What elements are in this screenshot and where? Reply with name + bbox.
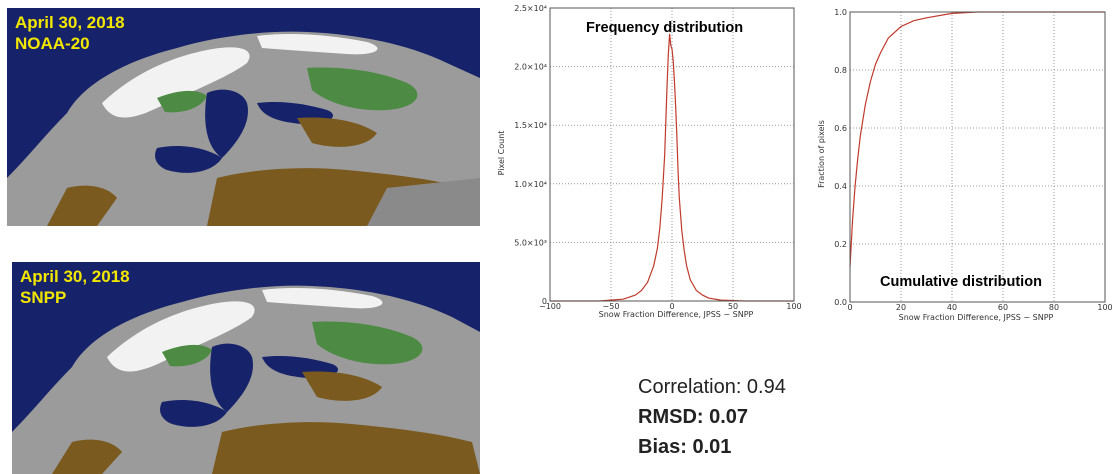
x-tick-label: −50 (603, 302, 620, 311)
chart-frame (549, 7, 795, 302)
y-axis-label: Pixel Count (497, 131, 506, 176)
x-tick-label: 20 (896, 303, 906, 312)
y-tick-label: 2.5×10⁴ (514, 4, 547, 13)
statistics-panel: Correlation: 0.94 RMSD: 0.07 Bias: 0.01 (638, 372, 786, 462)
chart-grid (550, 8, 794, 301)
x-tick-label: −100 (539, 302, 561, 311)
x-tick-label: 50 (728, 302, 738, 311)
frequency-series-line (550, 33, 794, 302)
snow-map-snpp: April 30, 2018 SNPP (12, 262, 480, 474)
x-tick-label: 0 (669, 302, 674, 311)
y-tick-label: 0.0 (834, 298, 847, 307)
frequency-chart-svg: −100 −50 0 50 100 0 5.0×10³ 1.0×10⁴ 1.5×10⁴ 2.0×1… (497, 4, 802, 319)
x-tick-label: 40 (947, 303, 957, 312)
snow-map-noaa20-image (7, 8, 480, 226)
y-tick-label: 0.2 (834, 240, 847, 249)
chart-ticks: −100 −50 0 50 100 0 5.0×10³ 1.0×10⁴ 1.5×10⁴ 2.0×1… (514, 4, 801, 311)
y-tick-label: 0 (542, 297, 547, 306)
x-tick-label: 100 (786, 302, 801, 311)
y-tick-label: 0.8 (834, 66, 847, 75)
chart-title: Frequency distribution (586, 20, 743, 36)
chart-title: Cumulative distribution (880, 274, 1042, 290)
map-date: April 30, 2018 (15, 13, 125, 32)
y-tick-label: 0.4 (834, 182, 847, 191)
x-axis-label: Snow Fraction Difference, JPSS − SNPP (899, 313, 1054, 322)
snow-map-noaa20: April 30, 2018 NOAA-20 (7, 8, 480, 226)
x-tick-label: 60 (998, 303, 1008, 312)
map-label-noaa20: April 30, 2018 NOAA-20 (15, 12, 125, 54)
rmsd-text: RMSD: 0.07 (638, 406, 749, 428)
x-axis-label: Snow Fraction Difference, JPSS − SNPP (599, 310, 754, 319)
snow-map-snpp-image (12, 262, 480, 474)
chart-ticks: 0 20 40 60 80 100 0.0 0.2 0.4 0.6 0.8 1.0 (834, 8, 1112, 312)
y-axis-label: Fraction of pixels (817, 120, 826, 188)
y-tick-label: 1.0×10⁴ (514, 180, 547, 189)
map-date: April 30, 2018 (20, 267, 130, 286)
y-tick-label: 0.6 (834, 124, 847, 133)
frequency-distribution-chart: −100 −50 0 50 100 0 5.0×10³ 1.0×10⁴ 1.5×10⁴ 2.0×1… (494, 0, 804, 320)
y-tick-label: 5.0×10³ (514, 238, 547, 247)
map-satellite: NOAA-20 (15, 34, 90, 53)
y-tick-label: 1.5×10⁴ (514, 121, 547, 130)
map-satellite: SNPP (20, 288, 67, 307)
cumulative-chart-svg: 0 20 40 60 80 100 0.0 0.2 0.4 0.6 0.8 1.0 Cumulativ… (817, 8, 1113, 322)
chart-grid (850, 12, 1105, 302)
x-tick-label: 80 (1049, 303, 1059, 312)
chart-frame (849, 11, 1106, 303)
map-label-snpp: April 30, 2018 SNPP (20, 266, 130, 308)
correlation-text: Correlation: 0.94 (638, 376, 786, 398)
bias-text: Bias: 0.01 (638, 436, 732, 458)
y-tick-label: 1.0 (834, 8, 847, 17)
x-tick-label: 100 (1097, 303, 1112, 312)
cumulative-distribution-chart: 0 20 40 60 80 100 0.0 0.2 0.4 0.6 0.8 1.0 Cumulativ… (810, 0, 1113, 324)
x-tick-label: 0 (847, 303, 852, 312)
y-tick-label: 2.0×10⁴ (514, 63, 547, 72)
cumulative-series-line (849, 11, 1105, 268)
